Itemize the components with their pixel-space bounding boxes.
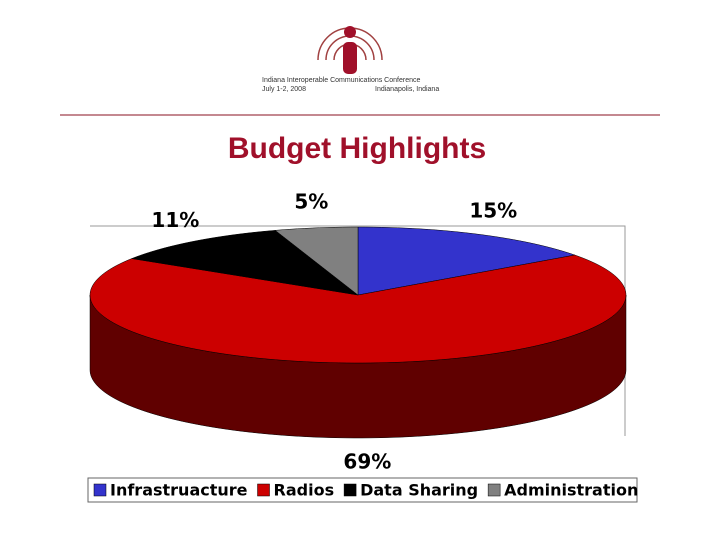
- data-label: 11%: [151, 208, 199, 232]
- legend-swatch: [487, 483, 501, 497]
- pie: 15% 69% 11% 5%: [89, 190, 627, 473]
- data-label: 15%: [469, 199, 517, 223]
- legend-label: Data Sharing: [360, 481, 478, 500]
- logo-text: Indianapolis, Indiana: [375, 86, 439, 93]
- legend-items: Infrastruacture Radios Data Sharing Adminis…: [93, 481, 638, 500]
- legend-label: Administration: [504, 481, 638, 500]
- logo-text: Indiana Interoperable Communications Con…: [262, 77, 420, 84]
- chart-title: Budget Highlights: [228, 132, 486, 165]
- legend-swatch: [257, 483, 270, 497]
- slice: [357, 226, 576, 296]
- legend: [87, 477, 638, 503]
- slice: [130, 230, 359, 296]
- data-label: 5%: [294, 190, 328, 214]
- slice: [274, 226, 359, 296]
- legend-label: Infrastruacture: [110, 481, 248, 500]
- slice: [89, 254, 627, 364]
- data-label: 69%: [343, 449, 391, 473]
- legend-label: Radios: [274, 481, 335, 500]
- logo-text: July 1-2, 2008: [262, 86, 306, 93]
- legend-swatch: [343, 483, 357, 497]
- logo: Indiana Interoperable Communications Con…: [262, 26, 439, 93]
- legend-swatch: [93, 483, 107, 497]
